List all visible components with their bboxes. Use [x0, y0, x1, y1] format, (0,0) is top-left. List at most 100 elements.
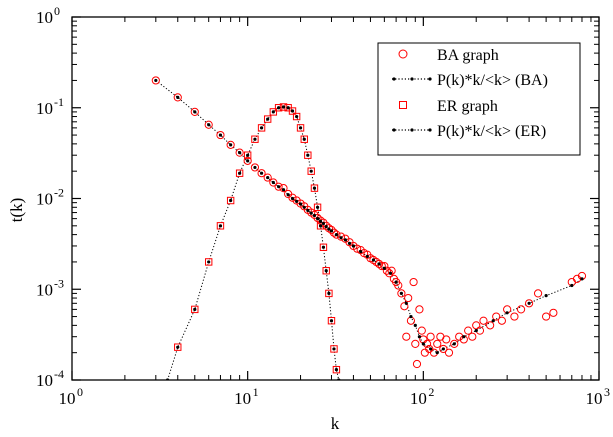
pk-point: [290, 109, 295, 113]
ba-graph-point: [433, 339, 442, 348]
ba-graph-point: [464, 326, 473, 335]
pk-point: [452, 342, 456, 346]
legend: BA graph P(k)*k/<k> (BA) ER graph P(k)*k/<k…: [377, 42, 581, 156]
ba-graph-point: [269, 178, 278, 187]
pk-point: [298, 126, 303, 130]
x-axis-label: k: [331, 414, 340, 433]
legend-marker: [428, 128, 432, 132]
er-graph-point: [279, 103, 288, 111]
pk-point: [306, 153, 310, 157]
pk-point: [154, 78, 158, 83]
ba-graph-point: [377, 261, 386, 271]
er-graph-point: [330, 345, 338, 353]
pk-point: [474, 329, 478, 333]
er-graph-point: [204, 258, 213, 266]
pk-point: [382, 266, 386, 270]
ba-graph-point: [397, 289, 406, 298]
ba-graph-point: [412, 359, 422, 369]
pk-point: [246, 153, 250, 157]
pk-point: [176, 345, 180, 349]
ba-graph-point: [404, 293, 413, 303]
pk-point: [399, 291, 403, 296]
pk-point: [277, 185, 281, 189]
pk-point: [238, 171, 242, 175]
pk-point: [286, 193, 290, 197]
pk-point: [327, 227, 331, 231]
pk-point: [253, 137, 257, 141]
y-tick-label-exponent: -2: [54, 186, 64, 200]
x-tick-label: 10 3: [586, 385, 611, 408]
series-layer: [151, 76, 587, 380]
pk-point: [321, 245, 326, 249]
pk-point: [417, 335, 422, 339]
series-2: [174, 103, 341, 374]
pk-point: [286, 106, 290, 110]
ba-graph-point: [394, 281, 403, 290]
ba-graph-point: [439, 344, 448, 354]
pk-point: [351, 244, 356, 248]
pk-point: [527, 301, 531, 305]
er-graph-point: [251, 135, 259, 143]
pk-point: [329, 229, 334, 233]
y-tick-label: 10 -2: [36, 186, 64, 209]
er-graph-point: [310, 184, 319, 192]
er-graph-point: [243, 151, 252, 159]
pk-point: [281, 105, 286, 109]
ba-graph-point: [263, 173, 272, 182]
pk-point: [193, 110, 197, 114]
pk-point: [394, 280, 398, 284]
pk-point: [238, 151, 242, 155]
pk-point: [544, 294, 548, 298]
ba-graph-point: [533, 289, 543, 298]
ba-graph-point: [216, 130, 225, 140]
er-graph-point: [292, 112, 301, 121]
er-graph-point: [235, 169, 244, 177]
axis-tick-labels: 10 0 10 1 10 2 10 310 -410 -310 -210 -110 0: [36, 4, 610, 408]
er-graph-point: [288, 107, 297, 115]
er-graph-point: [174, 343, 182, 351]
pk-point: [271, 110, 275, 114]
ba-graph-point: [257, 169, 266, 178]
pk-point: [290, 196, 295, 201]
pk-point: [312, 213, 317, 218]
x-tick-label: 10 1: [234, 385, 259, 408]
ba-graph-point: [510, 312, 519, 321]
ba-graph-point: [406, 316, 416, 325]
ba-graph-point: [332, 230, 341, 239]
pk-point: [218, 224, 223, 228]
x-tick-label-exponent: 1: [253, 385, 259, 399]
pk-point: [334, 233, 339, 237]
ba-graph-point: [411, 339, 420, 348]
pk-point: [318, 224, 323, 228]
legend-marker: [398, 49, 408, 59]
pk-point: [295, 199, 299, 203]
y-tick-label-base: 10: [36, 99, 53, 118]
ba-graph-point: [549, 308, 558, 317]
ba-graph-point: [468, 332, 477, 341]
pk-point: [302, 205, 306, 209]
ba-graph-point: [472, 321, 481, 330]
pk-point: [421, 342, 425, 346]
pk-point: [259, 171, 264, 175]
pk-point: [309, 169, 313, 173]
pk-point: [309, 211, 313, 215]
pk-point: [277, 106, 281, 110]
pk-point: [207, 260, 211, 264]
ba-graph-point: [492, 312, 501, 321]
er-graph-point: [325, 289, 333, 298]
pk-point: [315, 205, 320, 209]
legend-marker: [428, 77, 432, 81]
y-tick-label-base: 10: [36, 280, 53, 299]
y-tick-label: 10 -3: [36, 276, 64, 299]
pk-point: [413, 323, 417, 327]
ba-graph-point: [382, 266, 391, 275]
pk-point: [409, 314, 413, 319]
pk-point: [429, 347, 433, 351]
ba-graph-point: [372, 257, 381, 267]
pk-point: [441, 347, 445, 351]
er-graph-point: [332, 365, 341, 374]
x-tick-label: 10 2: [410, 385, 435, 408]
ba-graph-point: [444, 348, 454, 357]
y-tick-label-base: 10: [36, 190, 53, 209]
